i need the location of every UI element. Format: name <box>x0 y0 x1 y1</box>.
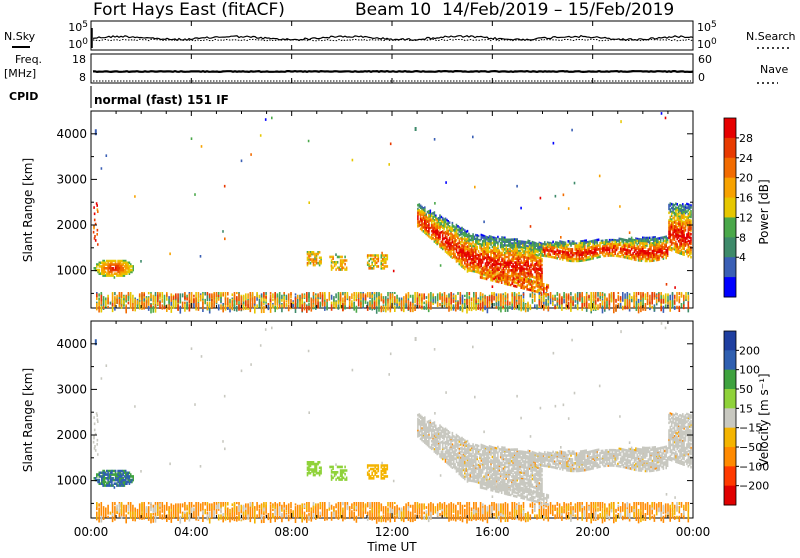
velocity-colorbar-tick-label-6: −100 <box>739 460 769 473</box>
station-title: Fort Hays East (fitACF) <box>93 0 285 20</box>
xtick-label-3: 12:00 <box>375 525 410 539</box>
power-cells-8 <box>93 116 692 293</box>
freq-label-1: Freq. <box>15 53 42 66</box>
cpid-label: CPID <box>9 90 38 103</box>
beam-title: Beam 10 <box>355 0 431 20</box>
power-colorbar-tick-label-3: 16 <box>739 192 753 205</box>
noise-ylabel-right-bottom: 100 <box>697 37 717 51</box>
velocity-cells-5 <box>306 461 348 481</box>
power-colorbar-tick-label-0: 28 <box>739 132 753 145</box>
velocity-ylabel: Slant Range [km] <box>21 368 35 472</box>
axes: 00:00 04:00 08:00 12:00 16:00 20:00 00:0010002… <box>56 20 717 539</box>
power-colorbar-swatch-7 <box>724 257 736 278</box>
xtick-label-2: 08:00 <box>274 525 309 539</box>
power-cells-7 <box>92 142 692 313</box>
power-ytick-label-2000: 2000 <box>56 218 87 232</box>
power-colorbar-swatch-8 <box>724 277 736 298</box>
velocity-colorbar-tick-label-0: 200 <box>739 344 760 357</box>
power-colorbar-tick-label-2: 20 <box>739 172 753 185</box>
nave-label: Nave <box>760 63 788 76</box>
nsearch-trace <box>92 38 694 42</box>
noise-ylabel-left-bottom: 100 <box>68 37 88 51</box>
velocity-ytick-label-2000: 2000 <box>56 428 87 442</box>
noise-ylabel-right-top: 105 <box>697 20 717 34</box>
velocity-panel-frame <box>90 320 694 519</box>
velocity-colorbar-label: Velocity [m s⁻¹] <box>757 373 771 466</box>
velocity-cells-7 <box>94 339 133 489</box>
velocity-colorbar-swatch-7 <box>724 466 736 487</box>
xtick-label-6: 00:00 <box>676 525 711 539</box>
noise-traces <box>91 28 694 48</box>
power-colorbar-swatch-5 <box>724 217 736 238</box>
colorbars: 28 24 20 16 12 8 4 200 100 50 15 −15 −50 −100 −200 <box>723 117 769 506</box>
velocity-colorbar-swatch-1 <box>724 350 736 371</box>
velocity-colorbar-tick-label-1: 100 <box>739 364 760 377</box>
freq-ytick-left-bottom: 8 <box>79 71 86 84</box>
power-colorbar-frame <box>723 117 737 298</box>
velocity-colorbar-swatch-3 <box>724 389 736 409</box>
velocity-colorbar-tick-label-7: −200 <box>739 480 769 493</box>
freq-ytick-right-top: 60 <box>698 53 712 66</box>
power-colorbar-swatch-0 <box>724 118 736 139</box>
nsky-label: N.Sky <box>4 30 36 43</box>
velocity-cells-4 <box>92 322 692 524</box>
power-colorbar-tick-label-4: 12 <box>739 211 753 224</box>
power-ytick-label-3000: 3000 <box>56 172 87 186</box>
power-colorbar-swatch-1 <box>724 137 736 159</box>
power-ytick-label-1000: 1000 <box>56 264 87 278</box>
power-ytick-label-4000: 4000 <box>56 127 87 141</box>
xtick-label-1: 04:00 <box>174 525 209 539</box>
cpid-text: normal (fast) 151 IF <box>94 93 229 107</box>
velocity-colorbar-swatch-8 <box>724 485 736 506</box>
frequency-trace <box>92 69 694 82</box>
noise-ylabel-left-top: 105 <box>68 20 88 34</box>
power-colorbar-tick-label-6: 4 <box>739 251 746 264</box>
velocity-colorbar-tick-label-2: 50 <box>739 383 753 396</box>
velocity-colorbar-swatch-6 <box>724 447 736 467</box>
power-colorbar-swatch-4 <box>724 197 736 218</box>
power-cells-3 <box>93 116 692 314</box>
xtick-label-0: 00:00 <box>74 525 109 539</box>
power-scatter <box>92 112 692 314</box>
power-colorbar-tick-label-1: 24 <box>739 152 753 165</box>
velocity-colorbar-swatch-5 <box>724 427 736 448</box>
power-cells-1 <box>94 128 691 314</box>
xtick-label-5: 20:00 <box>575 525 610 539</box>
freq-ytick-right-bottom: 0 <box>698 71 705 84</box>
velocity-colorbar-frame <box>723 330 737 506</box>
velocity-ytick-label-1000: 1000 <box>56 474 87 488</box>
velocity-colorbar-tick-label-4: −15 <box>739 422 762 435</box>
power-cells-6 <box>93 153 692 314</box>
power-panel-frame <box>90 110 694 309</box>
date-range-title: 14/Feb/2019 – 15/Feb/2019 <box>442 0 674 20</box>
xtick-label-4: 16:00 <box>475 525 510 539</box>
power-ylabel: Slant Range [km] <box>21 158 35 262</box>
frequency-line <box>92 69 694 74</box>
velocity-ytick-label-3000: 3000 <box>56 382 87 396</box>
power-colorbar-swatch-3 <box>724 177 736 199</box>
freq-ytick-left-top: 18 <box>72 53 86 66</box>
power-cells-5 <box>93 145 692 314</box>
time-xlabel: Time UT <box>366 540 417 554</box>
power-colorbar-swatch-6 <box>724 237 736 258</box>
velocity-cells-2 <box>96 412 692 524</box>
power-cells-2 <box>96 127 692 314</box>
velocity-ytick-label-4000: 4000 <box>56 337 87 351</box>
freq-label-2: [MHz] <box>4 67 36 80</box>
velocity-colorbar-tick-label-5: −50 <box>739 441 762 454</box>
velocity-colorbar-swatch-2 <box>724 369 736 390</box>
velocity-colorbar-tick-label-3: 15 <box>739 402 753 415</box>
nsearch-label: N.Search <box>746 30 796 43</box>
power-colorbar-swatch-2 <box>724 157 736 179</box>
power-colorbar-label: Power [dB] <box>757 179 771 244</box>
velocity-colorbar-swatch-4 <box>724 408 736 429</box>
velocity-scatter <box>92 322 692 524</box>
nsky-trace <box>92 34 694 42</box>
velocity-colorbar-swatch-0 <box>724 331 736 351</box>
power-colorbar-tick-label-5: 8 <box>739 231 746 244</box>
power-cells-4 <box>96 120 692 314</box>
